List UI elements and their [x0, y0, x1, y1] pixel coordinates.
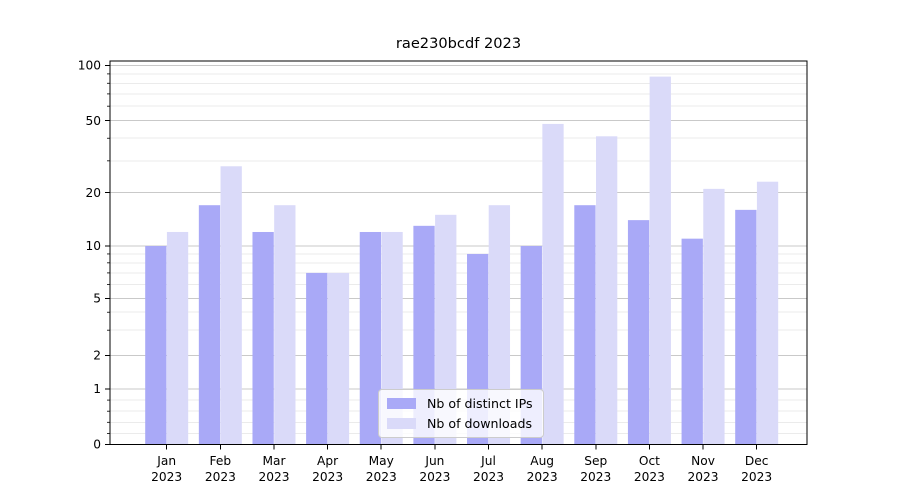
bar-oct-ips — [627, 220, 650, 445]
bar-feb-ips — [198, 205, 221, 445]
x-tick-label-year: 2023 — [473, 470, 504, 484]
bar-mar-ips — [252, 231, 274, 445]
plot-frame — [109, 60, 808, 445]
legend-item-downloads: Nb of downloads — [387, 416, 533, 431]
y-tick-label: 0 — [93, 438, 101, 452]
x-tick-label-year: 2023 — [205, 470, 236, 484]
bar-nov-ips — [681, 238, 703, 445]
bar-dec-downloads — [756, 181, 779, 445]
bar-nov-downloads — [703, 188, 725, 445]
y-tick-label: 1 — [93, 382, 101, 396]
x-tick-label: Feb — [210, 454, 232, 468]
x-tick-label: Nov — [691, 454, 715, 468]
y-tick-label: 50 — [85, 114, 101, 128]
x-tick-label-year: 2023 — [151, 470, 182, 484]
x-tick-label-year: 2023 — [688, 470, 719, 484]
y-tick-label: 2 — [93, 349, 101, 363]
bar-apr-downloads — [327, 272, 350, 445]
y-tick-label: 5 — [93, 292, 101, 306]
bar-may-ips — [359, 231, 382, 445]
legend-label-downloads: Nb of downloads — [427, 416, 533, 431]
x-tick-label: Dec — [745, 454, 769, 468]
x-tick-label-year: 2023 — [527, 470, 558, 484]
x-tick-label-year: 2023 — [580, 470, 611, 484]
y-tick-label: 20 — [85, 186, 101, 200]
bar-feb-downloads — [220, 166, 242, 445]
legend-label-distinct-ips: Nb of distinct IPs — [427, 396, 533, 411]
bar-jun-downloads — [435, 214, 457, 445]
legend-swatch-distinct-ips — [387, 398, 416, 409]
bar-dec-ips — [735, 209, 757, 445]
y-tick-label: 100 — [78, 59, 101, 73]
x-tick-label: Apr — [317, 454, 339, 468]
x-tick-label: Mar — [262, 454, 286, 468]
bar-apr-ips — [306, 272, 328, 445]
x-tick-label: Jan — [156, 454, 176, 468]
x-tick-label: May — [369, 454, 394, 468]
x-tick-label-year: 2023 — [419, 470, 450, 484]
bar-sep-ips — [574, 205, 596, 445]
x-tick-label-year: 2023 — [741, 470, 772, 484]
x-tick-label: Oct — [639, 454, 660, 468]
x-tick-label-year: 2023 — [258, 470, 289, 484]
bar-aug-downloads — [542, 123, 564, 445]
legend-item-distinct-ips: Nb of distinct IPs — [387, 396, 533, 411]
x-tick-label-year: 2023 — [312, 470, 343, 484]
legend-swatch-downloads — [387, 418, 416, 429]
bar-jul-downloads — [488, 205, 511, 445]
x-tick-label-year: 2023 — [634, 470, 665, 484]
legend: Nb of distinct IPs Nb of downloads — [378, 389, 544, 438]
x-tick-label: Jun — [424, 454, 444, 468]
chart-title: rae230bcdf 2023 — [395, 35, 522, 52]
bar-jan-ips — [145, 246, 167, 445]
bar-oct-downloads — [649, 76, 671, 445]
bar-jan-downloads — [166, 231, 189, 445]
x-tick-label: Aug — [530, 454, 554, 468]
x-tick-label: Jul — [480, 454, 496, 468]
y-tick-label: 10 — [85, 239, 101, 253]
bar-sep-downloads — [595, 136, 618, 445]
bar-mar-downloads — [274, 205, 296, 445]
x-tick-label: Sep — [584, 454, 607, 468]
x-tick-label-year: 2023 — [366, 470, 397, 484]
